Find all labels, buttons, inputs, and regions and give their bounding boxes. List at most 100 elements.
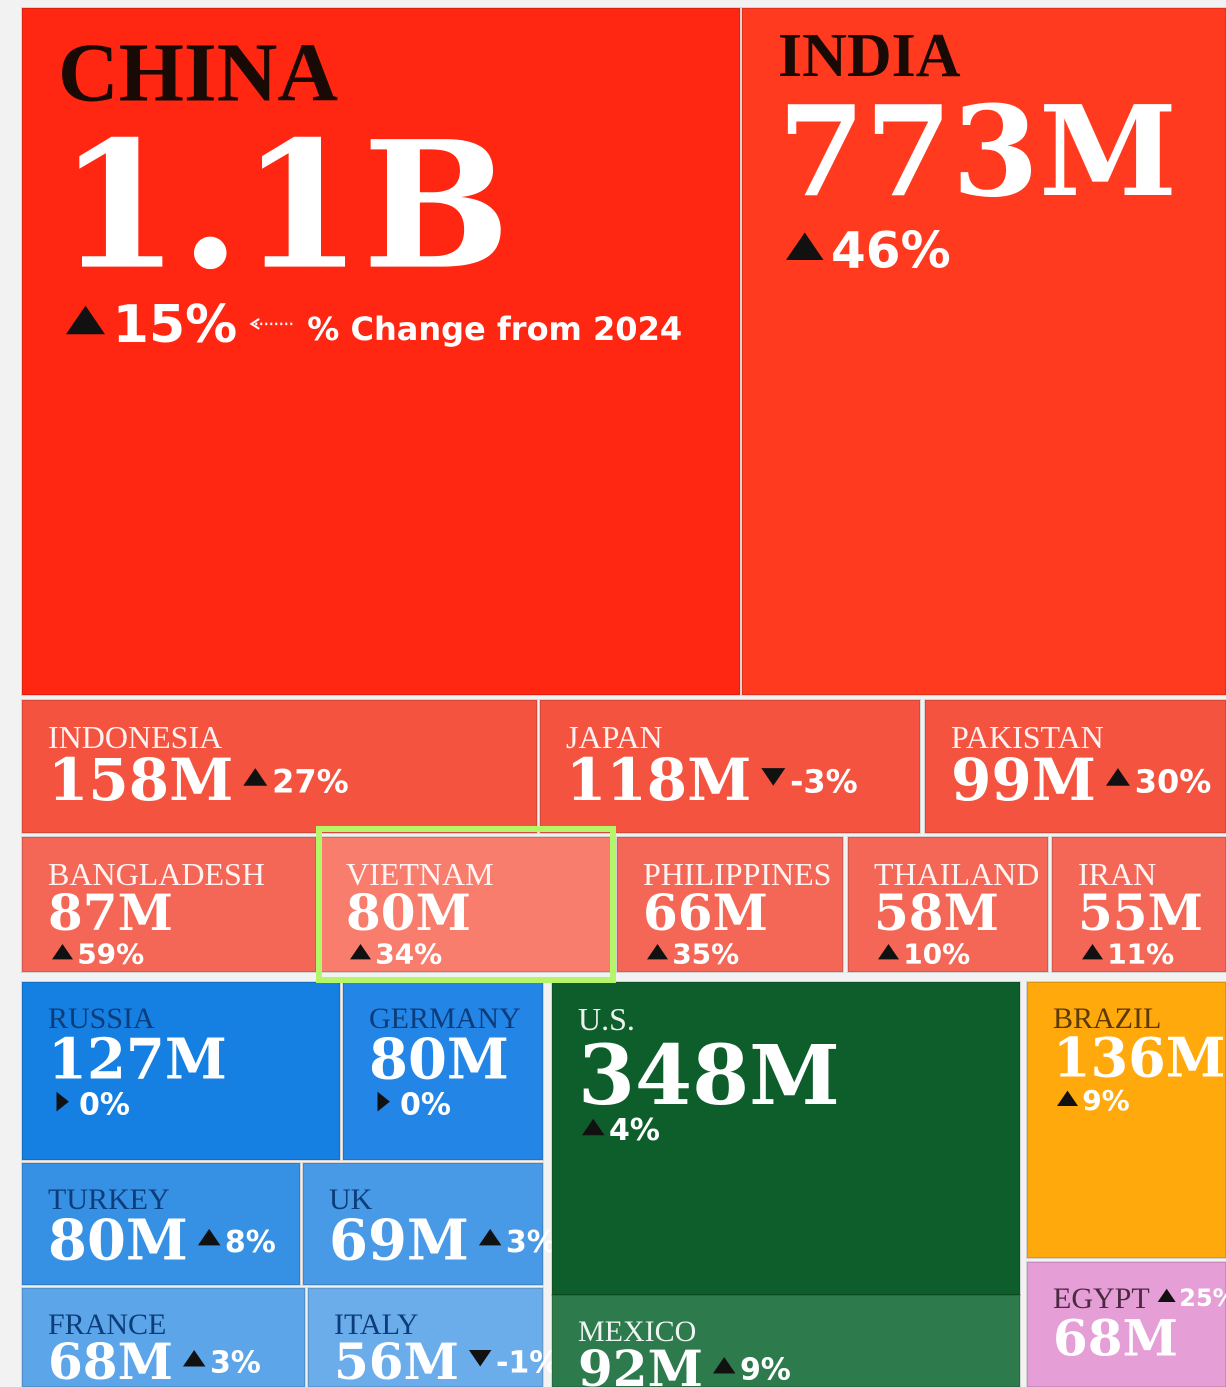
value-label: 68M: [1053, 1309, 1178, 1368]
value-label: 127M: [48, 1026, 227, 1092]
change-label: 46%: [831, 221, 951, 279]
tile-name: MEXICO: [578, 1315, 696, 1348]
tile-name: THAILAND: [874, 856, 1039, 892]
value-label: 80M: [369, 1026, 509, 1092]
value-label: 80M: [48, 1207, 188, 1273]
value-label: 55M: [1078, 883, 1203, 942]
change-arrow: [478, 1228, 502, 1246]
value-label: 56M: [334, 1332, 459, 1387]
tile: [307, 1287, 544, 1387]
change-arrow: [243, 768, 268, 786]
tile-name: CHINA: [58, 26, 338, 119]
change-label: 3%: [210, 1346, 261, 1381]
tile-name: EGYPT: [1053, 1282, 1150, 1315]
change-label: 9%: [740, 1353, 791, 1387]
tile-name: TURKEY: [48, 1183, 170, 1216]
tile-name: RUSSIA: [48, 1002, 155, 1035]
change-label: 15%: [113, 295, 237, 355]
change-arrow: [786, 232, 824, 260]
tile: [319, 836, 613, 973]
tile-name: JAPAN: [566, 719, 663, 755]
tile: [1026, 1261, 1226, 1387]
tile-name: ITALY: [334, 1308, 419, 1341]
tile: [21, 1162, 301, 1286]
change-label: 59%: [77, 938, 144, 971]
value-label: 99M: [951, 746, 1096, 814]
tile-name: FRANCE: [48, 1308, 166, 1341]
tile: [21, 7, 741, 696]
value-label: 158M: [48, 746, 233, 814]
change-label: 11%: [1107, 938, 1174, 971]
tile: [551, 1294, 1021, 1387]
tile-name: IRAN: [1078, 856, 1156, 892]
tile: [847, 836, 1049, 973]
change-label: 8%: [225, 1225, 276, 1260]
change-label: 9%: [1082, 1084, 1130, 1117]
annotation-arrowhead: [249, 318, 260, 330]
change-label: 35%: [672, 938, 739, 971]
tile: [302, 1162, 544, 1286]
change-arrow: [878, 944, 899, 960]
change-arrow: [1082, 944, 1103, 960]
change-label: 27%: [272, 763, 349, 801]
change-label: 0%: [400, 1087, 451, 1122]
change-label: 4%: [609, 1113, 660, 1148]
value-label: 58M: [874, 883, 999, 942]
tile: [21, 836, 317, 973]
tile: [21, 699, 538, 834]
value-label: 1.1B: [58, 104, 510, 309]
value-label: 68M: [48, 1332, 173, 1387]
change-arrow: [647, 944, 668, 960]
value-label: 66M: [643, 883, 768, 942]
tile-name: PHILIPPINES: [643, 856, 831, 892]
tile-name: INDONESIA: [48, 719, 222, 755]
change-label: 34%: [375, 938, 442, 971]
tile-name: INDIA: [778, 22, 961, 90]
change-label: 25%: [1179, 1284, 1226, 1312]
tile: [741, 7, 1226, 696]
tile: [21, 981, 341, 1161]
change-arrow: [66, 305, 105, 335]
tile-name: GERMANY: [369, 1002, 521, 1035]
tile-name: VIETNAM: [346, 856, 494, 892]
change-arrow: [1157, 1288, 1176, 1302]
change-arrow: [712, 1357, 736, 1374]
tile: [551, 981, 1021, 1296]
value-label: 773M: [778, 79, 1177, 225]
change-label: -3%: [790, 763, 858, 801]
value-label: 348M: [578, 1028, 840, 1124]
value-label: 118M: [566, 746, 751, 814]
change-arrow: [1105, 768, 1130, 786]
change-label: 3%: [506, 1225, 557, 1260]
change-label: 0%: [79, 1087, 130, 1122]
tile-name: U.S.: [578, 1001, 635, 1037]
tile: [342, 981, 544, 1161]
change-arrow: [1057, 1090, 1078, 1106]
change-label: 10%: [903, 938, 970, 971]
change-arrow: [468, 1350, 492, 1367]
tile: [539, 699, 921, 834]
tile-name: UK: [329, 1183, 373, 1216]
change-label: -1%: [496, 1346, 559, 1381]
change-arrow: [197, 1228, 221, 1246]
change-label: 30%: [1135, 763, 1212, 801]
value-label: 92M: [578, 1339, 703, 1387]
tile: [1026, 981, 1226, 1259]
change-arrow: [56, 1091, 69, 1112]
change-arrow: [350, 944, 371, 960]
value-label: 136M: [1053, 1026, 1226, 1090]
tile: [1051, 836, 1226, 973]
highlight-box: [316, 826, 616, 983]
tile-name: BANGLADESH: [48, 856, 265, 892]
value-label: 80M: [346, 883, 471, 942]
annotation: % Change from 2024: [307, 310, 682, 348]
value-label: 87M: [48, 883, 173, 942]
change-arrow: [761, 768, 786, 786]
value-label: 69M: [329, 1207, 469, 1273]
change-arrow: [182, 1350, 206, 1367]
tile-name: PAKISTAN: [951, 719, 1104, 755]
tile: [924, 699, 1226, 834]
change-arrow: [52, 944, 73, 960]
change-arrow: [582, 1118, 605, 1136]
